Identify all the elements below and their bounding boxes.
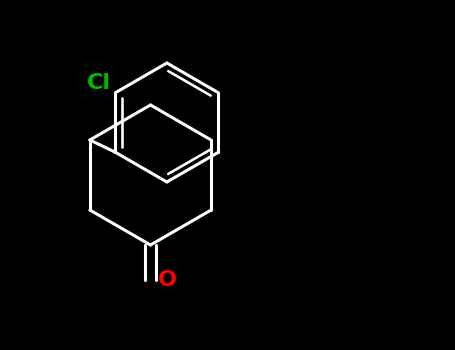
Text: O: O [157, 270, 177, 290]
Text: Cl: Cl [87, 73, 111, 93]
